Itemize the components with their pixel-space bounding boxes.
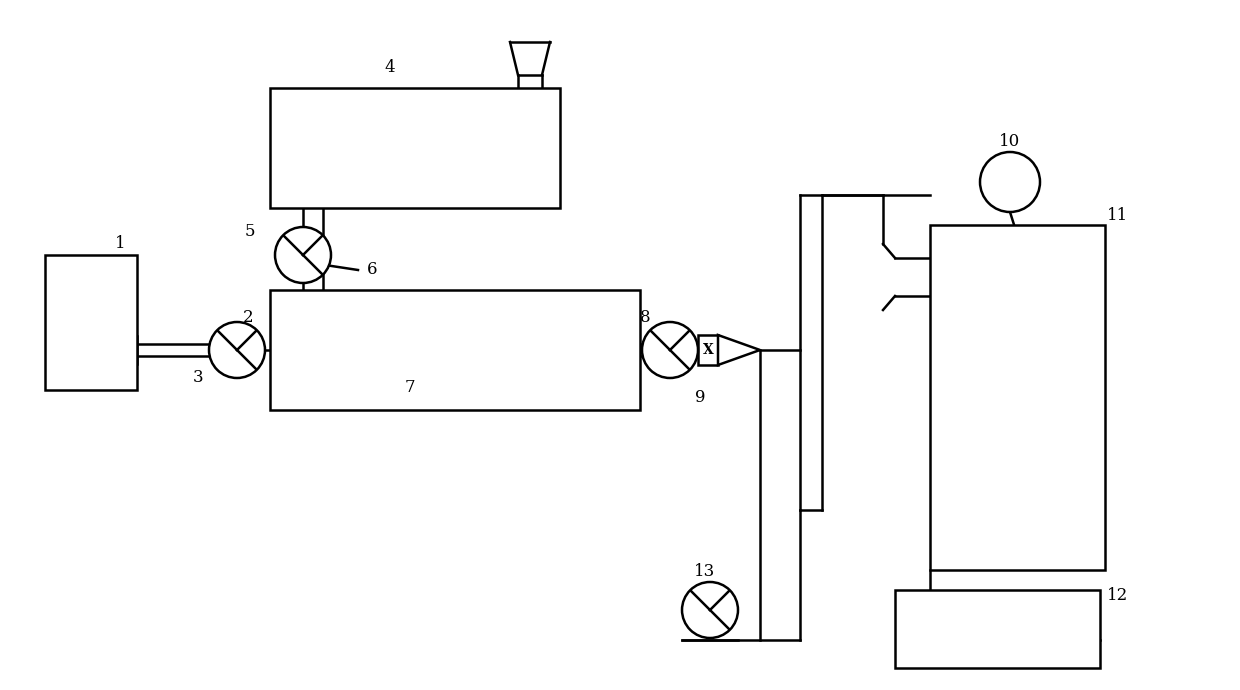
Text: M: M: [1002, 173, 1018, 190]
Bar: [698, 335, 718, 365]
Bar: [45, 255, 136, 390]
Text: 5: 5: [244, 224, 255, 241]
Bar: [270, 290, 640, 410]
Text: 11: 11: [1107, 206, 1128, 224]
Text: 13: 13: [694, 564, 715, 580]
Text: 2: 2: [243, 310, 253, 326]
Circle shape: [980, 152, 1040, 212]
Bar: [270, 88, 560, 208]
Circle shape: [275, 227, 331, 283]
Text: 7: 7: [404, 380, 415, 397]
Text: X: X: [703, 343, 713, 357]
Circle shape: [682, 582, 738, 638]
Bar: [930, 225, 1105, 570]
Text: 9: 9: [694, 389, 706, 406]
Text: 10: 10: [999, 133, 1021, 150]
Circle shape: [210, 322, 265, 378]
Text: 4: 4: [384, 59, 396, 77]
Text: 8: 8: [640, 310, 650, 326]
Text: 6: 6: [367, 262, 377, 279]
Text: 3: 3: [192, 370, 203, 386]
Text: 1: 1: [114, 235, 125, 251]
Polygon shape: [718, 335, 760, 365]
Bar: [895, 590, 1100, 668]
Circle shape: [642, 322, 698, 378]
Text: 12: 12: [1107, 586, 1128, 604]
